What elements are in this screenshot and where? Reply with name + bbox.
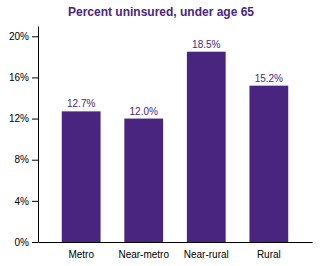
bar: [187, 52, 226, 242]
tick: Rural: [257, 249, 281, 260]
tick-mark: [32, 36, 38, 37]
tick-label: Near-rural: [184, 249, 229, 260]
tick: 4%: [15, 196, 38, 207]
tick-mark: [32, 119, 38, 120]
tick: Metro: [68, 249, 94, 260]
tick-mark: [32, 160, 38, 161]
bars: [62, 52, 288, 242]
plot: 0% 4% 8% 12% 16% 20% Metro Near-metro Near-rural…: [9, 27, 313, 261]
tick: 12%: [9, 113, 38, 124]
data-label: 12.0%: [130, 106, 158, 117]
x-axis: Metro Near-metro Near-rural Rural: [39, 243, 313, 261]
tick-label: 16%: [9, 72, 29, 83]
tick-label: Near-metro: [118, 249, 169, 260]
tick: 20%: [9, 31, 38, 42]
bar: [62, 111, 101, 242]
chart: Percent uninsured, under age 65 0% 4% 8% 12%…: [0, 0, 322, 266]
tick-mark: [32, 242, 38, 243]
data-labels: 12.7% 12.0% 18.5% 15.2%: [67, 39, 283, 117]
tick: 16%: [9, 72, 38, 83]
tick: Near-metro: [118, 249, 169, 260]
tick: 8%: [15, 154, 38, 165]
tick-mark: [32, 201, 38, 202]
data-label: 12.7%: [67, 98, 95, 109]
bar: [249, 86, 288, 242]
tick-label: 8%: [15, 154, 30, 165]
axis-line: [39, 242, 313, 243]
axis-line: [38, 27, 39, 243]
tick-mark: [32, 77, 38, 78]
tick-label: Rural: [257, 249, 281, 260]
tick-label: Metro: [68, 249, 94, 260]
bar: [124, 119, 163, 242]
tick: 0%: [15, 237, 38, 248]
tick-label: 12%: [9, 113, 29, 124]
tick: Near-rural: [184, 249, 229, 260]
tick-label: 4%: [15, 196, 30, 207]
title: Percent uninsured, under age 65: [68, 5, 254, 19]
y-axis: 0% 4% 8% 12% 16% 20%: [9, 27, 39, 248]
data-label: 18.5%: [192, 39, 220, 50]
tick-label: 20%: [9, 31, 29, 42]
data-label: 15.2%: [255, 73, 283, 84]
tick-label: 0%: [15, 237, 30, 248]
